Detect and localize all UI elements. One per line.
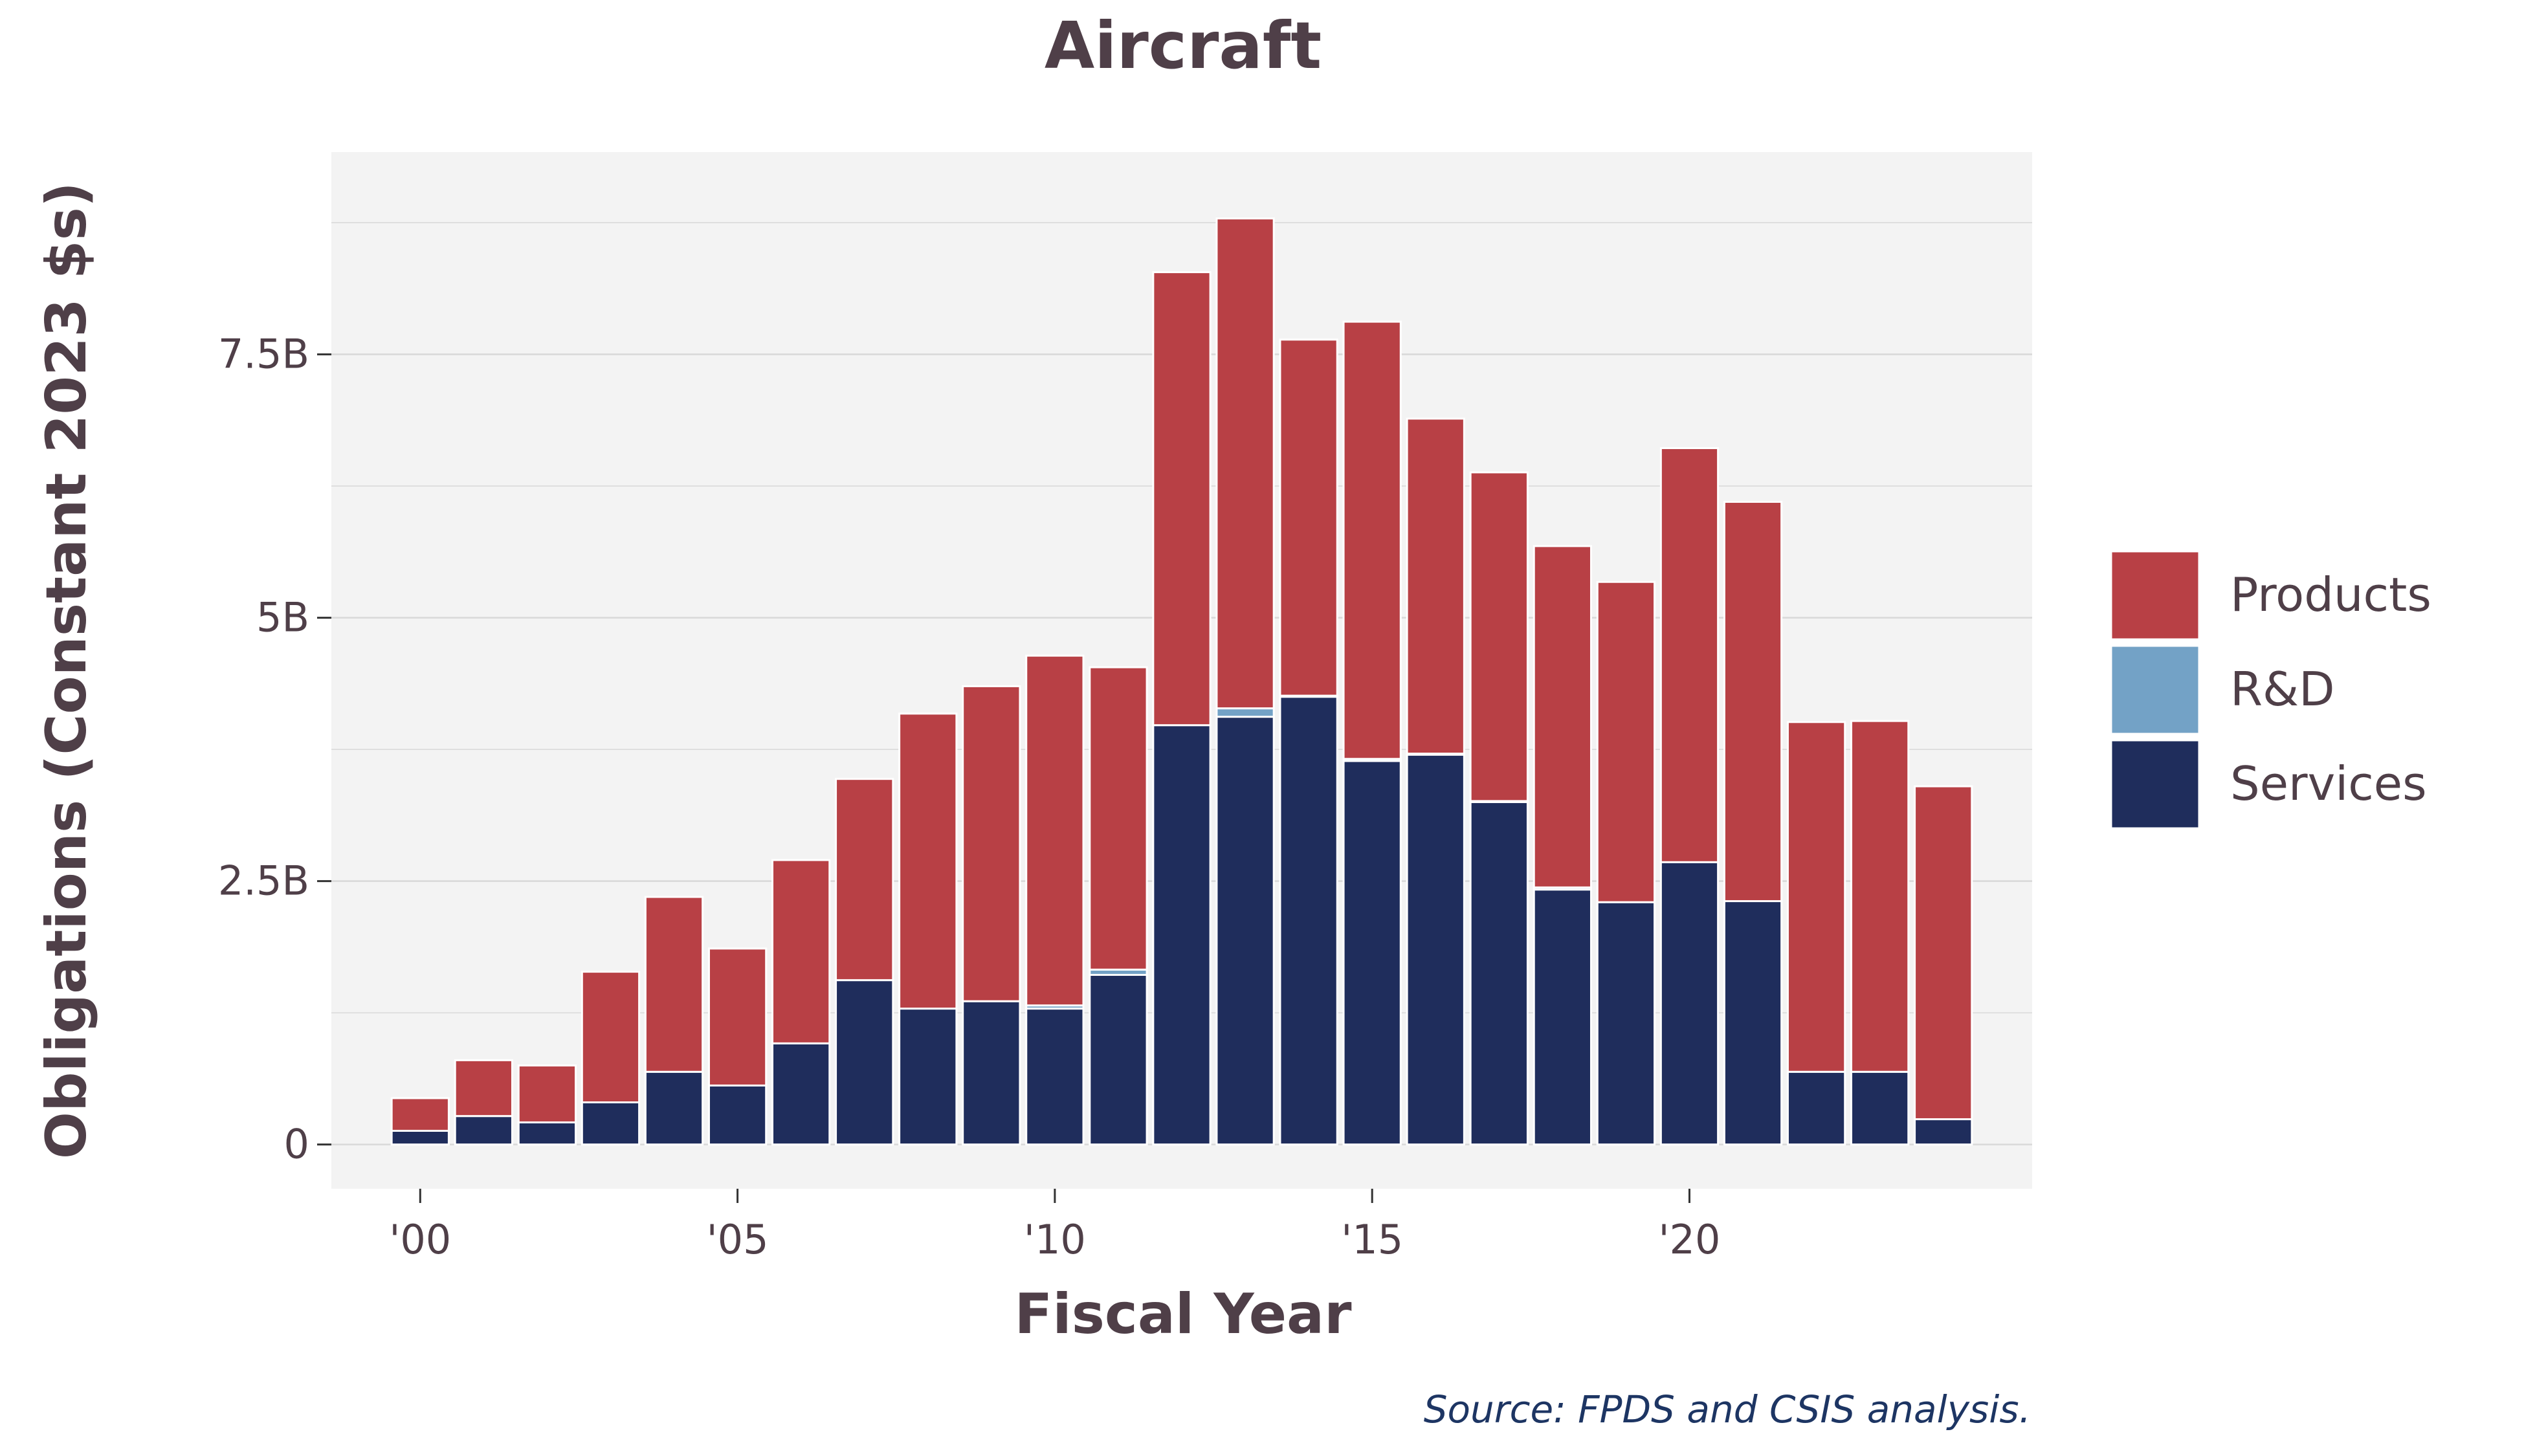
- bar-products-2011: [1089, 666, 1148, 971]
- bar-products-2015: [1342, 320, 1402, 760]
- bar-products-2004: [644, 896, 704, 1073]
- bar-products-2021: [1723, 501, 1783, 903]
- bar-services-2011: [1089, 974, 1148, 1146]
- chart-title: Aircraft: [1045, 8, 1322, 83]
- bar-services-2006: [771, 1042, 831, 1146]
- y-axis: 0 2.5B 5B 7.5B: [218, 331, 331, 1168]
- x-axis-title: Fiscal Year: [1015, 1282, 1353, 1347]
- bar-services-2012: [1152, 724, 1212, 1146]
- bar-services-2010: [1025, 1008, 1085, 1146]
- legend-label-products: Products: [2230, 568, 2431, 622]
- bar-products-2009: [962, 685, 1021, 1002]
- bar-products-2018: [1533, 545, 1592, 888]
- y-tick-label: 7.5B: [218, 331, 309, 378]
- x-tick-label: '00: [389, 1216, 451, 1263]
- legend-swatch-services: [2110, 739, 2200, 830]
- bar-services-2013: [1215, 716, 1275, 1146]
- bar-services-2021: [1723, 900, 1783, 1146]
- legend-swatch-products: [2110, 550, 2200, 641]
- bar-products-2002: [517, 1064, 577, 1123]
- bar-products-2024: [1914, 785, 1973, 1121]
- bar-products-2012: [1152, 271, 1212, 727]
- x-tick-label: '20: [1659, 1216, 1721, 1263]
- y-tick-label: 5B: [256, 594, 309, 641]
- x-tick-label: '05: [707, 1216, 769, 1263]
- bar-products-2020: [1659, 447, 1720, 863]
- bar-services-2020: [1659, 861, 1720, 1146]
- bar-products-2019: [1596, 580, 1656, 903]
- bar-services-2003: [581, 1101, 641, 1146]
- bar-services-2000: [390, 1129, 450, 1146]
- bar-products-2005: [707, 947, 768, 1086]
- bar-r-d-2013: [1215, 707, 1275, 718]
- bar-services-2007: [835, 979, 894, 1146]
- legend-label-services: Services: [2230, 756, 2427, 811]
- bar-services-2008: [898, 1008, 958, 1146]
- bar-products-2003: [581, 971, 641, 1103]
- y-tick-label: 0: [284, 1121, 309, 1168]
- bar-services-2024: [1914, 1118, 1973, 1146]
- bar-services-2004: [644, 1070, 704, 1146]
- legend: Products R&D Services: [2110, 550, 2431, 830]
- bar-services-2015: [1342, 760, 1402, 1146]
- bar-services-2019: [1596, 901, 1656, 1146]
- bar-services-2014: [1279, 696, 1338, 1146]
- bar-products-2008: [898, 712, 958, 1010]
- bar-products-2006: [771, 859, 831, 1044]
- bar-products-2017: [1469, 471, 1529, 802]
- bar-services-2016: [1406, 753, 1465, 1146]
- bar-services-2018: [1533, 888, 1592, 1146]
- bar-services-2022: [1786, 1070, 1846, 1146]
- bar-services-2023: [1850, 1070, 1910, 1146]
- x-axis: '00 '05 '10 '15 '20: [389, 1189, 1720, 1263]
- bar-products-2007: [835, 778, 894, 982]
- bar-products-2013: [1215, 217, 1275, 710]
- x-tick-label: '15: [1341, 1216, 1403, 1263]
- bar-services-2005: [707, 1084, 768, 1146]
- x-tick-label: '10: [1024, 1216, 1086, 1263]
- bar-products-2022: [1786, 721, 1846, 1073]
- bar-products-2001: [454, 1059, 513, 1118]
- legend-label-r-d: R&D: [2230, 662, 2335, 716]
- bar-products-2010: [1025, 654, 1085, 1007]
- bar-services-2001: [454, 1115, 513, 1146]
- bars: [390, 217, 1973, 1146]
- source-note: Source: FPDS and CSIS analysis.: [1424, 1387, 2031, 1431]
- y-axis-title: Obligations (Constant 2023 $s): [34, 182, 99, 1159]
- bar-services-2002: [517, 1121, 577, 1146]
- bar-services-2009: [962, 1000, 1021, 1146]
- bar-products-2016: [1406, 417, 1465, 755]
- legend-swatch-r-d: [2110, 645, 2200, 735]
- bar-services-2017: [1469, 801, 1529, 1146]
- y-tick-label: 2.5B: [218, 857, 309, 905]
- bar-products-2014: [1279, 338, 1338, 697]
- bar-products-2000: [390, 1097, 450, 1132]
- bar-products-2023: [1850, 720, 1910, 1073]
